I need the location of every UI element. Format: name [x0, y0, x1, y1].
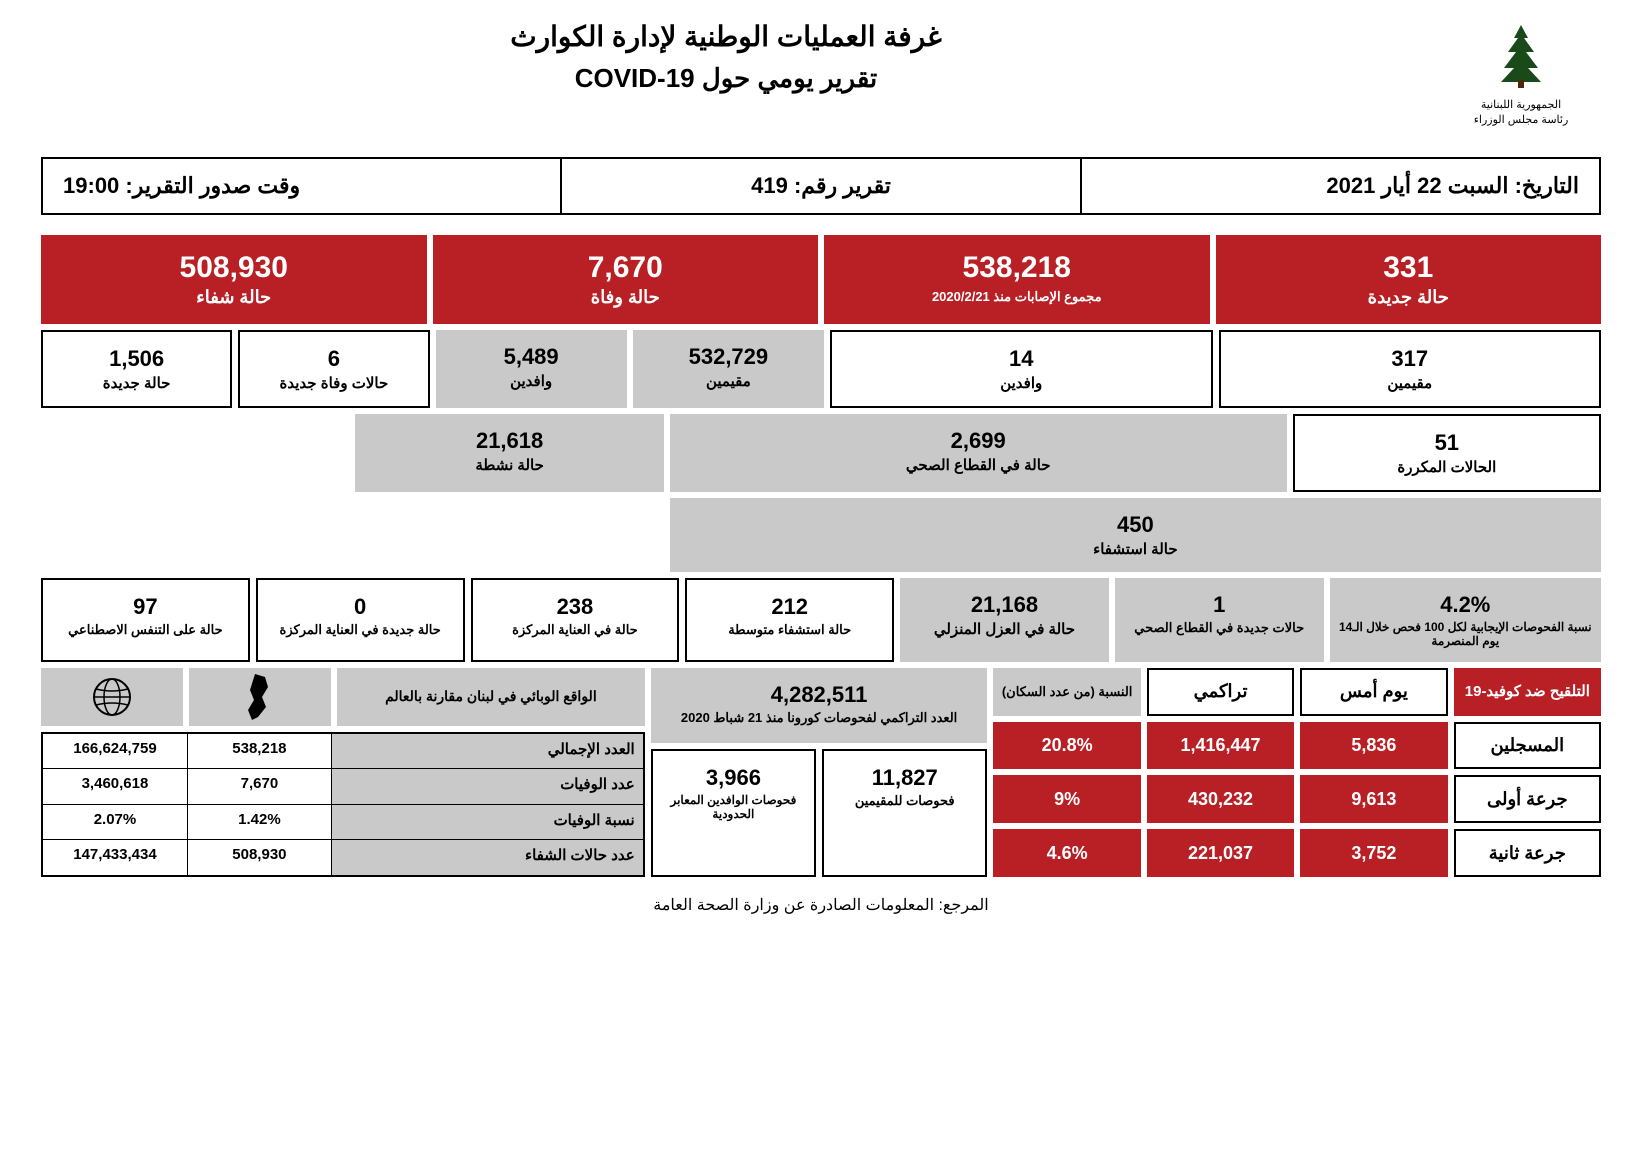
card-tests-residents: 11,827 فحوصات للمقيمين [822, 749, 987, 877]
world-r2-lbl: عدد الوفيات [331, 769, 643, 805]
vax-reg-yest: 5,836 [1300, 722, 1447, 770]
vax-dose1-row: جرعة أولى 9,613 430,232 9% [993, 775, 1601, 823]
card-new-health-sector: 1حالات جديدة في القطاع الصحي [1115, 578, 1324, 662]
title-sub: تقرير يومي حول COVID-19 [41, 63, 1411, 94]
vax-reg-cum: 1,416,447 [1147, 722, 1294, 770]
card-moderate-hosp: 212حالة استشفاء متوسطة [685, 578, 894, 662]
world-r3-wld: 2.07% [43, 805, 187, 841]
vax-head-pct: النسبة (من عدد السكان) [993, 668, 1140, 716]
vax-d1-yest: 9,613 [1300, 775, 1447, 823]
globe-icon [41, 668, 183, 726]
world-r1-leb: 538,218 [187, 734, 331, 770]
cedar-icon [1476, 20, 1566, 90]
logo: الجمهورية اللبنانية رئاسة مجلس الوزراء [1441, 20, 1601, 127]
card-new-deaths: 6حالات وفاة جديدة [238, 330, 429, 408]
meta-bar: التاريخ: السبت 22 أيار 2021 تقرير رقم: 4… [41, 157, 1601, 215]
bottom-section: التلقيح ضد كوفيد-19 يوم أمس تراكمي النسب… [41, 668, 1601, 877]
card-positivity: 4.2%نسبة الفحوصات الإيجابية لكل 100 فحص … [1330, 578, 1601, 662]
card-home-isolation: 21,168حالة في العزل المنزلي [900, 578, 1109, 662]
row-mid-stats: 51الحالات المكررة 2,699حالة في القطاع ال… [41, 414, 1601, 572]
vax-d2-pct: 4.6% [993, 829, 1140, 877]
card-residents-new: 317مقيمين [1219, 330, 1602, 408]
card-deaths: 7,670 حالة وفاة [433, 235, 819, 324]
world-r1-lbl: العدد الإجمالي [331, 734, 643, 770]
world-table: العدد الإجمالي 538,218 166,624,759 عدد ا… [41, 732, 645, 877]
row-detail-stats: 4.2%نسبة الفحوصات الإيجابية لكل 100 فحص … [41, 578, 1601, 662]
card-hospitalized: 450حالة استشفاء [670, 498, 1601, 572]
vax-d2-lbl: جرعة ثانية [1454, 829, 1601, 877]
vax-reg-pct: 20.8% [993, 722, 1140, 770]
footer-source: المرجع: المعلومات الصادرة عن وزارة الصحة… [41, 895, 1601, 915]
card-recovered: 508,930 حالة شفاء [41, 235, 427, 324]
meta-report: تقرير رقم: 419 [560, 159, 1079, 213]
card-health-sector: 2,699حالة في القطاع الصحي [670, 414, 1287, 492]
world-r3-lbl: نسبة الوفيات [331, 805, 643, 841]
vax-head-cumulative: تراكمي [1147, 668, 1294, 716]
logo-text-bottom: رئاسة مجلس الوزراء [1441, 113, 1601, 127]
card-icu: 238حالة في العناية المركزة [471, 578, 680, 662]
vax-dose2-row: جرعة ثانية 3,752 221,037 4.6% [993, 829, 1601, 877]
world-comparison: الواقع الوبائي في لبنان مقارنة بالعالم ا… [41, 668, 645, 877]
row-top-stats: 331 حالة جديدة 538,218 مجموع الإصابات من… [41, 235, 1601, 324]
card-residents-total: 532,729مقيمين [633, 330, 824, 408]
vax-d1-pct: 9% [993, 775, 1140, 823]
world-r4-leb: 508,930 [187, 840, 331, 875]
vax-head-yesterday: يوم أمس [1300, 668, 1447, 716]
world-r4-lbl: عدد حالات الشفاء [331, 840, 643, 875]
header: الجمهورية اللبنانية رئاسة مجلس الوزراء غ… [41, 20, 1601, 127]
vax-header-row: التلقيح ضد كوفيد-19 يوم أمس تراكمي النسب… [993, 668, 1601, 716]
world-head-row: الواقع الوبائي في لبنان مقارنة بالعالم [41, 668, 645, 726]
card-new-cases: 331 حالة جديدة [1216, 235, 1602, 324]
card-total-cases: 538,218 مجموع الإصابات منذ 2020/2/21 [824, 235, 1210, 324]
world-r3-leb: 1.42% [187, 805, 331, 841]
card-new-icu: 0حالة جديدة في العناية المركزة [256, 578, 465, 662]
vax-head-title: التلقيح ضد كوفيد-19 [1454, 668, 1601, 716]
vax-reg-lbl: المسجلين [1454, 722, 1601, 770]
card-active: 21,618حالة نشطة [355, 414, 663, 492]
vax-d1-lbl: جرعة أولى [1454, 775, 1601, 823]
vax-registered-row: المسجلين 5,836 1,416,447 20.8% [993, 722, 1601, 770]
card-ventilator: 97حالة على التنفس الاصطناعي [41, 578, 250, 662]
card-total-tests: 4,282,511 العدد التراكمي لفحوصات كورونا … [651, 668, 988, 743]
card-tests-arrivals: 3,966 فحوصات الوافدين المعابر الحدودية [651, 749, 816, 877]
row-sub-stats: 317مقيمين 14وافدين 532,729مقيمين 5,489وا… [41, 330, 1601, 408]
vax-d2-yest: 3,752 [1300, 829, 1447, 877]
world-r2-wld: 3,460,618 [43, 769, 187, 805]
meta-time: وقت صدور التقرير: 19:00 [43, 159, 560, 213]
meta-date: التاريخ: السبت 22 أيار 2021 [1080, 159, 1599, 213]
vax-d2-cum: 221,037 [1147, 829, 1294, 877]
card-arrivals-new: 14وافدين [830, 330, 1213, 408]
world-r1-wld: 166,624,759 [43, 734, 187, 770]
title-main: غرفة العمليات الوطنية لإدارة الكوارث [41, 20, 1411, 53]
vaccination-table: التلقيح ضد كوفيد-19 يوم أمس تراكمي النسب… [993, 668, 1601, 877]
logo-text-top: الجمهورية اللبنانية [1441, 98, 1601, 112]
world-head-title: الواقع الوبائي في لبنان مقارنة بالعالم [337, 668, 645, 726]
vax-d1-cum: 430,232 [1147, 775, 1294, 823]
world-r2-leb: 7,670 [187, 769, 331, 805]
card-repeated: 51الحالات المكررة [1293, 414, 1601, 492]
tests-section: 4,282,511 العدد التراكمي لفحوصات كورونا … [651, 668, 988, 877]
lebanon-map-icon [189, 668, 331, 726]
titles: غرفة العمليات الوطنية لإدارة الكوارث تقر… [41, 20, 1411, 94]
world-r4-wld: 147,433,434 [43, 840, 187, 875]
card-arrivals-total: 5,489وافدين [436, 330, 627, 408]
card-new-recovered: 1,506حالة جديدة [41, 330, 232, 408]
